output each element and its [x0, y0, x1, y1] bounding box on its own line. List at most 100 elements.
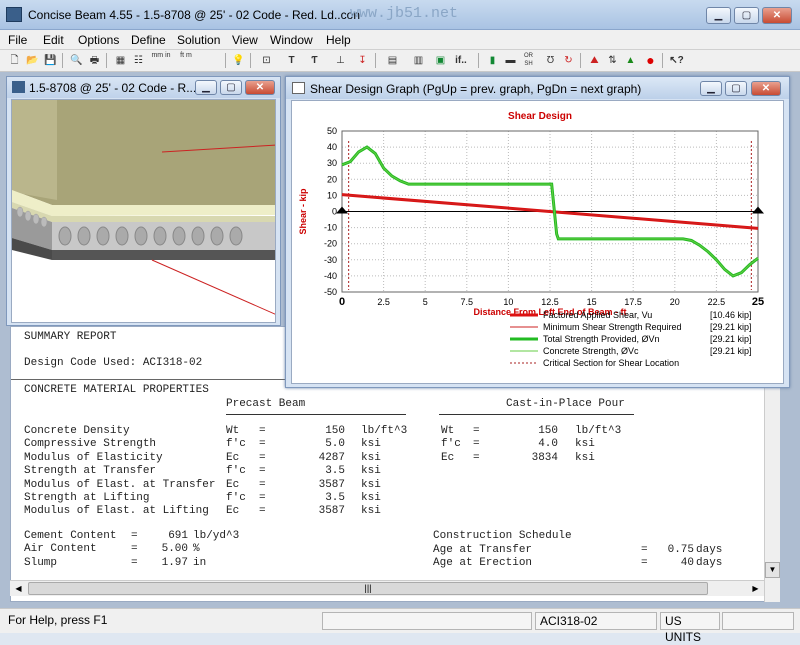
report-icon[interactable]: ▤	[387, 55, 398, 66]
support-icon[interactable]: ⊥	[336, 55, 345, 66]
shear-window-minimize-button[interactable]: ▁	[700, 81, 722, 96]
menu-help[interactable]: Help	[326, 33, 351, 47]
precast-prop-symbol: Wt	[226, 425, 240, 437]
mm-in-icon[interactable]: mm in	[151, 52, 171, 59]
shear-design-graph[interactable]: 0 2.5 5 7.5 10 12.5 15 17.5 20 22.5 25 50 40 30 20 10 0-…	[291, 100, 784, 384]
precast-prop-value: 3.5	[312, 492, 346, 504]
beam-view-window[interactable]: 1.5-8708 @ 25' - 02 Code - R... ▁ ▢ ✕	[6, 76, 281, 326]
scroll-thumb[interactable]: |||	[28, 582, 708, 595]
precast-prop-value: 3587	[312, 478, 346, 491]
lightbulb-icon[interactable]: 💡	[232, 55, 245, 66]
beam-3d-view[interactable]	[11, 99, 276, 323]
schedule-label: Age at Transfer	[433, 544, 533, 556]
chart-title: Shear Design	[508, 111, 572, 122]
precast-prop-equals: =	[259, 465, 266, 478]
legend-label: Minimum Shear Strength Required	[543, 322, 682, 332]
precast-prop-unit: ksi	[361, 505, 381, 518]
beam-icon[interactable]: ▦	[115, 55, 126, 66]
cip-prop-unit: ksi	[575, 451, 595, 464]
x-tick-label: 5	[423, 297, 428, 307]
graph-icon[interactable]: ▥	[413, 55, 424, 66]
precast-prop-value: 3.5	[312, 465, 346, 478]
or-sh-icon[interactable]: OR SH	[524, 53, 533, 67]
report-vertical-scrollbar[interactable]: ▼	[764, 326, 780, 602]
cip-prop-symbol: Wt	[441, 425, 455, 437]
scroll-down-button[interactable]: ▼	[765, 562, 780, 578]
section-icon[interactable]: ⊡	[262, 55, 271, 66]
menu-options[interactable]: Options	[78, 33, 120, 47]
strength-icon[interactable]: ▬	[505, 55, 516, 66]
cip-prop-value: 150	[525, 425, 559, 437]
beam-window-maximize-button[interactable]: ▢	[220, 80, 242, 95]
tree-icon[interactable]: ▲	[625, 55, 636, 66]
mix-prop-label: Cement Content	[24, 530, 117, 542]
left-support-marker	[336, 206, 348, 214]
cip-prop-value: 3834	[525, 451, 559, 464]
mix-prop-unit: in	[193, 556, 207, 569]
ft-m-icon[interactable]: ft m	[180, 52, 192, 59]
shear-design-window[interactable]: Shear Design Graph (PgUp = prev. graph, …	[285, 76, 790, 388]
mix-prop-unit: lb/yd^3	[193, 530, 240, 542]
open-icon[interactable]: 📂	[26, 55, 39, 66]
new-icon[interactable]: 🗋	[10, 55, 19, 66]
diagram-icon[interactable]: ▣	[435, 55, 446, 66]
report-heading: SUMMARY REPORT	[24, 331, 117, 343]
tee-icon[interactable]: T	[288, 55, 295, 66]
print-preview-icon[interactable]: 🔍	[70, 55, 83, 66]
minimize-button[interactable]: ▁	[706, 7, 731, 24]
menu-define[interactable]: Define	[131, 33, 166, 47]
schedule-equals: =	[641, 557, 648, 570]
shear-window-maximize-button[interactable]: ▢	[725, 81, 747, 96]
double-tee-icon[interactable]: Ƭ	[311, 55, 318, 66]
menu-edit[interactable]: Edit	[43, 33, 64, 47]
precast-prop-label: Compressive Strength	[24, 438, 157, 451]
strands-icon[interactable]: ☷	[134, 55, 143, 66]
maximize-button[interactable]: ▢	[734, 7, 759, 24]
chart-icon[interactable]: ▮	[489, 55, 496, 66]
shear-window-close-button[interactable]: ✕	[751, 81, 781, 96]
y-tick-label: 40	[327, 142, 337, 152]
schedule-value: 0.75	[661, 544, 695, 556]
precast-prop-unit: ksi	[361, 451, 381, 464]
mix-prop-equals: =	[131, 530, 138, 542]
y-tick-label: 50	[327, 126, 337, 136]
precast-prop-label: Modulus of Elast. at Transfer	[24, 478, 216, 491]
legend-label: Critical Section for Shear Location	[543, 358, 679, 368]
close-button[interactable]: ✕	[762, 7, 792, 24]
x-tick-label: 10	[503, 297, 513, 307]
help-pointer-icon[interactable]: ↖?	[669, 55, 684, 66]
series-line-3	[341, 146, 759, 277]
beam-window-close-button[interactable]: ✕	[245, 80, 275, 95]
menu-view[interactable]: View	[232, 33, 258, 47]
scroll-right-button[interactable]: ▶	[752, 584, 759, 593]
y-tick-label: -10	[324, 223, 337, 233]
scroll-left-button[interactable]: ◀	[15, 584, 22, 593]
precast-prop-value: 4287	[312, 451, 346, 464]
schedule-unit: days	[696, 557, 723, 570]
stop-icon[interactable]: ●	[646, 52, 655, 68]
menu-window[interactable]: Window	[270, 33, 313, 47]
camber-icon[interactable]: ⛰	[590, 55, 599, 66]
load-icon[interactable]: ↧	[358, 55, 367, 66]
save-icon[interactable]: 💾	[44, 55, 57, 66]
precast-prop-equals: =	[259, 451, 266, 464]
shear-window-title-bar[interactable]: Shear Design Graph (PgUp = prev. graph, …	[286, 77, 789, 99]
interaction-icon[interactable]: ⇅	[608, 55, 617, 66]
beam-window-minimize-button[interactable]: ▁	[195, 80, 217, 95]
stirrup-icon[interactable]: Ʊ	[546, 55, 555, 66]
menu-solution[interactable]: Solution	[177, 33, 221, 47]
series-line-1	[341, 194, 759, 229]
report-horizontal-scrollbar[interactable]: ◀ ||| ▶	[10, 580, 764, 596]
print-icon[interactable]: 🖶	[89, 55, 100, 66]
rebar-icon[interactable]: ↻	[564, 55, 573, 66]
beam-window-title-bar[interactable]: 1.5-8708 @ 25' - 02 Code - R... ▁ ▢ ✕	[7, 77, 280, 98]
report-section-title: CONCRETE MATERIAL PROPERTIES	[24, 384, 209, 396]
x-tick-label: 17.5	[624, 297, 642, 307]
graph-window-icon	[292, 82, 305, 94]
precast-prop-equals: =	[259, 425, 266, 437]
precast-prop-equals: =	[259, 478, 266, 491]
menu-file[interactable]: File	[8, 33, 28, 47]
precast-prop-value: 3587	[312, 505, 346, 518]
if-icon[interactable]: if..	[455, 55, 467, 66]
x-tick-label: 25	[752, 296, 764, 308]
